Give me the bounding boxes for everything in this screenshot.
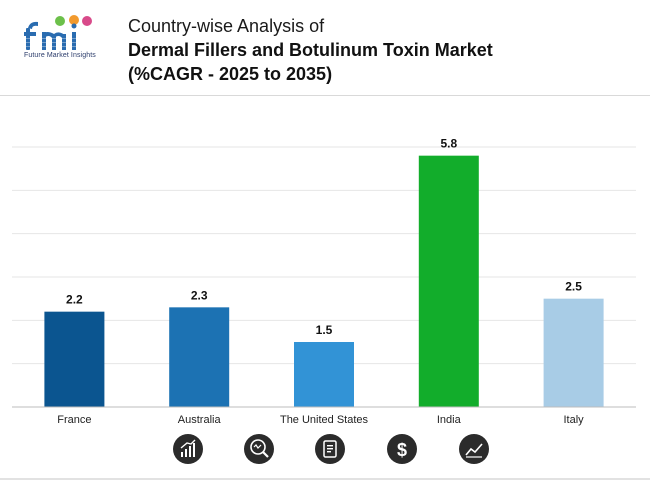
- growth-chart-icon: [173, 434, 203, 464]
- header-divider: [0, 95, 650, 96]
- bar-india: [418, 155, 479, 407]
- data-label: 1.5: [316, 323, 333, 337]
- x-tick-label: The United States: [280, 414, 369, 426]
- bar-australia: [169, 307, 230, 407]
- bar-the-united-states: [294, 342, 354, 407]
- logo-tagline: Future Market Insights: [24, 52, 96, 59]
- x-tick-label: Australia: [178, 414, 222, 426]
- bar-italy: [543, 298, 604, 407]
- bar-france: [44, 311, 105, 407]
- bar-chart: 2.2 France 2.3 Australia 1.5 The United State…: [12, 137, 636, 426]
- chart-title: Country-wise Analysis of Dermal Fillers …: [128, 14, 628, 86]
- title-line-3: (%CAGR - 2025 to 2035): [128, 64, 333, 84]
- svg-text:$: $: [397, 440, 407, 460]
- data-label: 2.5: [565, 280, 582, 294]
- report-document-icon: [315, 434, 345, 464]
- x-tick-label: India: [437, 414, 462, 426]
- title-line-1: Country-wise Analysis of: [128, 16, 325, 36]
- title-line-2: Dermal Fillers and Botulinum Toxin Marke…: [128, 40, 493, 60]
- fmi-logo: [24, 14, 106, 64]
- x-tick-label: France: [57, 414, 91, 426]
- footer-divider: [0, 478, 650, 480]
- trend-line-icon: [459, 434, 489, 464]
- data-label: 2.2: [66, 293, 83, 307]
- x-tick-label: Italy: [564, 414, 585, 426]
- logo-icon: [24, 15, 92, 50]
- dollar-icon: $: [387, 434, 417, 464]
- header: Future Market Insights Country-wise Anal…: [0, 0, 650, 95]
- data-label: 2.3: [191, 288, 208, 302]
- search-analysis-icon: [244, 434, 274, 464]
- data-label: 5.8: [440, 137, 457, 151]
